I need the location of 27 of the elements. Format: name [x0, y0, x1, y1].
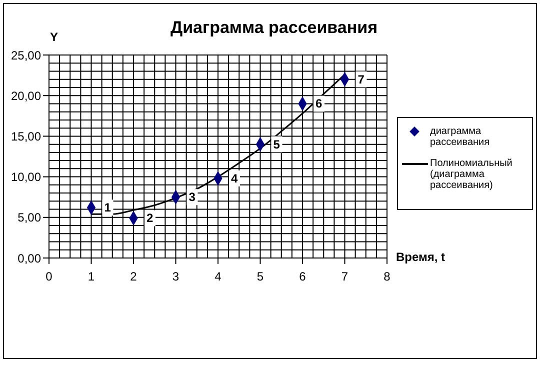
- x-tick-label: 7: [341, 270, 348, 284]
- y-tick-label: 20,00: [10, 88, 42, 103]
- x-tick-label: 8: [384, 270, 391, 284]
- x-tick-label: 3: [172, 270, 180, 284]
- x-tick-label: 6: [299, 270, 306, 284]
- y-tick-label: 0,00: [18, 251, 42, 266]
- x-tick-label: 1: [88, 270, 95, 284]
- x-tick-label: 4: [214, 270, 222, 284]
- y-tick-label: 5,00: [18, 210, 42, 225]
- annotation: 4: [231, 171, 238, 186]
- x-tick-label: 2: [130, 270, 138, 284]
- x-tick-label: 5: [256, 270, 264, 284]
- y-tick-label: 10,00: [10, 170, 42, 184]
- x-axis-title: Время, t: [396, 250, 446, 264]
- annotation: 1: [104, 200, 112, 215]
- chart-title: Диаграмма рассеивания: [169, 18, 378, 38]
- legend-label: диаграмма рассеивания: [430, 126, 491, 148]
- annotation: 6: [316, 96, 322, 111]
- legend-label: Полиномиальный (диаграмма рассеивания): [430, 158, 514, 191]
- annotation: 7: [358, 72, 365, 86]
- annotation: 5: [273, 137, 280, 152]
- x-tick-label: 0: [46, 270, 53, 284]
- annotation: 2: [146, 211, 154, 226]
- y-tick-label: 15,00: [10, 129, 42, 144]
- y-axis-title: Y: [50, 30, 58, 44]
- annotation: 3: [188, 190, 196, 204]
- y-tick-label: 25,00: [10, 48, 42, 62]
